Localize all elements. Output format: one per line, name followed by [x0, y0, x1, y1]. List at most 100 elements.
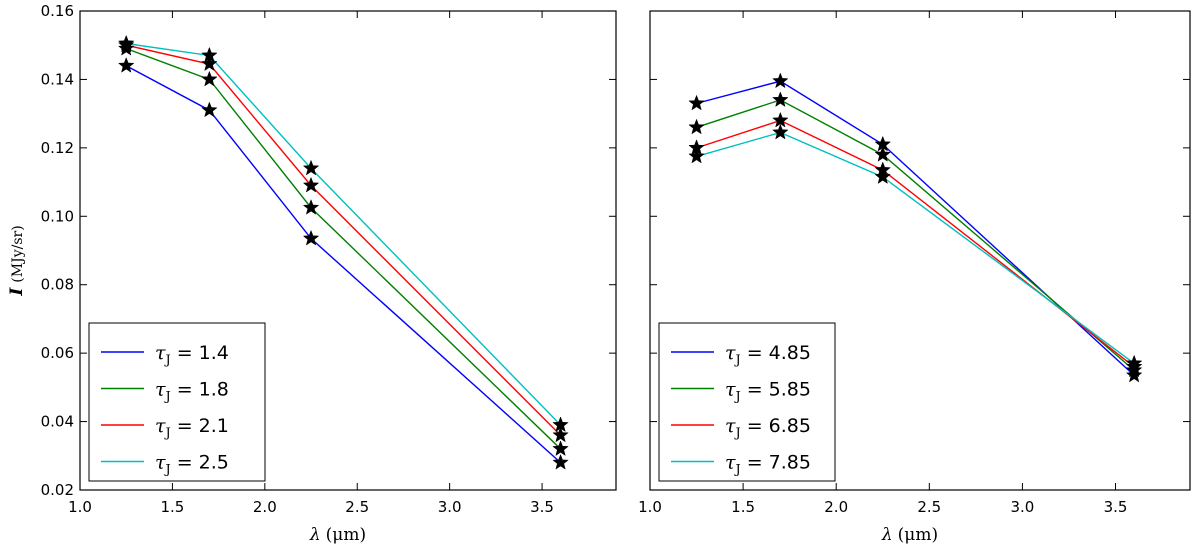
legend-equals: =	[177, 415, 193, 437]
x-axis-unit: (μm)	[898, 525, 938, 545]
y-tick-label: 0.08	[41, 276, 74, 294]
data-point-star	[552, 440, 569, 456]
data-point-star	[302, 229, 320, 246]
legend-equals: =	[747, 379, 763, 401]
data-point-star	[302, 199, 320, 215]
data-point-star	[201, 101, 218, 118]
x-tick-label: 2.0	[824, 498, 848, 516]
legend-label-1: τJ = 1.4	[155, 342, 229, 368]
data-point-star	[688, 118, 705, 135]
y-tick-label: 0.02	[41, 481, 74, 499]
y-tick-label: 0.12	[41, 139, 74, 157]
legend-subscript: J	[164, 463, 171, 478]
series-line-4	[696, 131, 1135, 364]
legend-subscript: J	[164, 353, 171, 368]
data-point-star	[117, 57, 135, 73]
series-line-3	[696, 119, 1135, 368]
legend-subscript: J	[734, 426, 741, 441]
legend-subscript: J	[164, 390, 171, 405]
legend-equals: =	[177, 342, 193, 364]
legend-value: 5.85	[769, 379, 811, 401]
data-point-star	[552, 426, 569, 443]
legend-value: 2.5	[199, 452, 229, 474]
series-line-2	[125, 47, 562, 450]
legend-subscript: J	[734, 353, 741, 368]
legend: τJ = 1.4τJ = 1.8τJ = 2.1τJ = 2.5	[88, 322, 266, 482]
legend-symbol: τ	[155, 415, 166, 437]
x-tick-label: 1.0	[638, 498, 662, 516]
series-line-4	[126, 42, 562, 426]
x-tick-label: 3.5	[1104, 498, 1128, 516]
legend-value: 7.85	[769, 452, 811, 474]
chart-panel-1: 1.0 1.5 2.0 2.5 3.0 3.5 0.02 0.04 0.06 0.08 0.10 0.…	[7, 2, 617, 545]
y-axis-label: I (MJy/sr)	[7, 225, 27, 296]
legend-symbol: τ	[155, 379, 166, 401]
series-line-3	[126, 44, 562, 436]
data-point-star	[688, 94, 705, 111]
legend-value: 4.85	[769, 342, 811, 364]
legend-symbol: τ	[155, 342, 166, 364]
legend-value: 2.1	[199, 415, 229, 437]
legend-symbol: τ	[155, 452, 166, 474]
legend-symbol: τ	[725, 379, 736, 401]
data-point-star	[772, 123, 789, 140]
y-tick-label: 0.16	[41, 2, 74, 20]
x-tick-label: 2.5	[345, 498, 369, 516]
series-line-1	[125, 65, 562, 464]
series-line-1	[696, 80, 1135, 376]
data-point-star	[552, 416, 569, 433]
x-tick-label: 1.5	[731, 498, 755, 516]
y-axis-unit: (MJy/sr)	[10, 225, 26, 282]
legend-equals: =	[747, 452, 763, 474]
x-axis-label: λ (μm)	[309, 525, 366, 545]
data-point-star	[772, 72, 789, 89]
legend-value: 1.8	[199, 379, 229, 401]
legend-equals: =	[747, 415, 763, 437]
legend-label-3: τJ = 6.85	[725, 415, 811, 441]
legend-label-2: τJ = 1.8	[155, 379, 229, 405]
legend-value: 1.4	[199, 342, 229, 364]
legend-box	[88, 322, 266, 482]
data-point-star	[117, 34, 135, 51]
legend-symbol: τ	[725, 452, 736, 474]
data-point-star	[874, 145, 892, 162]
legend-label-4: τJ = 7.85	[725, 452, 811, 478]
legend-value: 6.85	[769, 415, 811, 437]
data-point-star	[1125, 354, 1143, 371]
data-point-star	[201, 46, 218, 63]
x-tick-label: 3.5	[530, 498, 554, 516]
legend-symbol: τ	[725, 415, 736, 437]
x-tick-label: 3.0	[438, 498, 462, 516]
legend-label-2: τJ = 5.85	[725, 379, 811, 405]
y-tick-label: 0.04	[41, 413, 74, 431]
x-tick-label: 1.5	[160, 498, 184, 516]
legend-equals: =	[747, 342, 763, 364]
x-tick-label: 2.0	[253, 498, 277, 516]
x-axis-var: λ	[309, 525, 321, 545]
legend-symbol: τ	[725, 342, 736, 364]
axes-frame	[79, 10, 617, 491]
x-axis-unit: (μm)	[326, 525, 366, 545]
data-point-star	[1125, 366, 1143, 383]
legend-subscript: J	[734, 463, 741, 478]
y-axis-var: I	[7, 287, 27, 297]
series-line-2	[696, 99, 1135, 371]
data-point-star	[552, 453, 569, 470]
data-point-star	[688, 147, 705, 164]
legend-label-4: τJ = 2.5	[155, 452, 229, 478]
legend-equals: =	[177, 379, 193, 401]
x-axis-var: λ	[881, 525, 893, 545]
y-tick-label: 0.06	[41, 344, 74, 362]
legend-subscript: J	[164, 426, 171, 441]
legend-label-3: τJ = 2.1	[155, 415, 229, 441]
legend-subscript: J	[734, 390, 741, 405]
axes-frame	[649, 10, 1191, 491]
legend-box	[658, 322, 836, 482]
x-tick-label: 2.5	[917, 498, 941, 516]
data-point-star	[201, 70, 218, 87]
data-point-star	[874, 168, 892, 184]
y-tick-label: 0.14	[41, 70, 74, 88]
